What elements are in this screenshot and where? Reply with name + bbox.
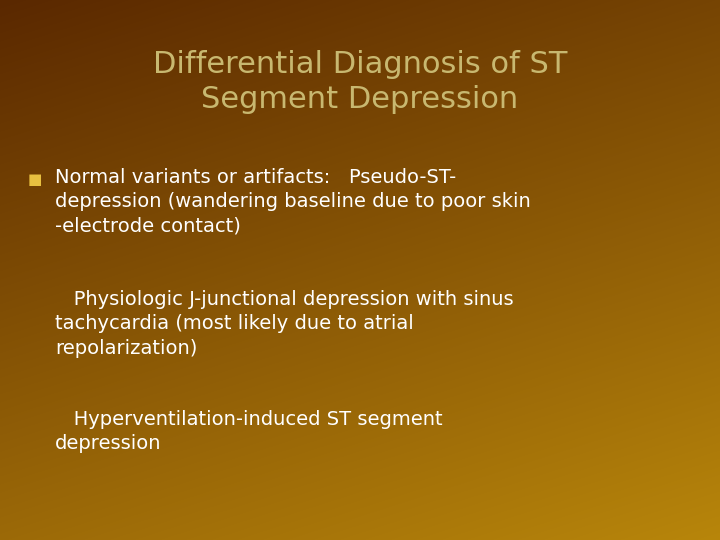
Text: Differential Diagnosis of ST
Segment Depression: Differential Diagnosis of ST Segment Dep…: [153, 50, 567, 114]
Text: Physiologic J-junctional depression with sinus
tachycardia (most likely due to a: Physiologic J-junctional depression with…: [55, 290, 513, 357]
Text: Normal variants or artifacts:   Pseudo-ST-
depression (wandering baseline due to: Normal variants or artifacts: Pseudo-ST-…: [55, 168, 531, 235]
Text: ■: ■: [28, 172, 42, 187]
Text: Hyperventilation-induced ST segment
depression: Hyperventilation-induced ST segment depr…: [55, 410, 443, 453]
